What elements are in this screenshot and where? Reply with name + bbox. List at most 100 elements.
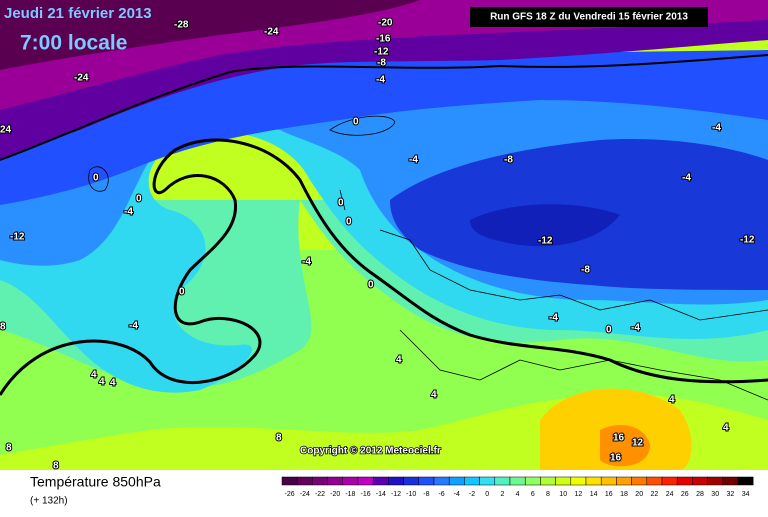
contour-label: 8 bbox=[276, 433, 282, 444]
legend-swatch bbox=[509, 476, 526, 486]
contour-label: 0 bbox=[606, 325, 612, 336]
legend-swatch bbox=[433, 476, 450, 486]
footer-subtitle: (+ 132h) bbox=[30, 496, 68, 507]
legend-label: 14 bbox=[590, 491, 598, 498]
legend-label: 32 bbox=[727, 491, 735, 498]
legend-label: 28 bbox=[696, 491, 704, 498]
run-box bbox=[470, 7, 708, 27]
legend-swatch bbox=[737, 476, 754, 486]
legend-swatch bbox=[448, 476, 465, 486]
legend-swatch bbox=[661, 476, 678, 486]
legend-label: 8 bbox=[546, 491, 550, 498]
contour-label: -4 bbox=[712, 123, 721, 134]
contour-label: 24 bbox=[0, 125, 12, 136]
contour-label: -4 bbox=[129, 321, 138, 332]
legend-label: -6 bbox=[438, 491, 444, 498]
contour-label: 4 bbox=[110, 378, 116, 389]
legend-label: -2 bbox=[469, 491, 475, 498]
contour-label: 4 bbox=[723, 423, 729, 434]
legend-swatch bbox=[646, 476, 663, 486]
contour-label: -4 bbox=[376, 75, 385, 86]
contour-label: 4 bbox=[669, 395, 675, 406]
contour-label: 0 bbox=[353, 117, 359, 128]
legend-swatch bbox=[494, 476, 511, 486]
contour-label: 0 bbox=[136, 194, 142, 205]
legend-swatch bbox=[372, 476, 389, 486]
contour-label: -12 bbox=[374, 47, 389, 58]
contour-label: -24 bbox=[74, 73, 89, 84]
legend-label: -8 bbox=[423, 491, 429, 498]
legend-swatch bbox=[555, 476, 572, 486]
contour-label: 8 bbox=[53, 461, 59, 472]
time: 7:00 locale bbox=[20, 32, 127, 55]
contour-label: -8 bbox=[581, 265, 590, 276]
legend-label: -12 bbox=[391, 491, 401, 498]
map bbox=[0, 0, 768, 470]
contour-label: -16 bbox=[376, 34, 391, 45]
legend-label: 34 bbox=[742, 491, 750, 498]
legend-swatch bbox=[403, 476, 420, 486]
legend-swatch bbox=[418, 476, 435, 486]
legend-label: 20 bbox=[635, 491, 643, 498]
contour-label: -20 bbox=[378, 18, 393, 29]
legend-label: 4 bbox=[516, 491, 520, 498]
legend-swatch bbox=[357, 476, 374, 486]
legend-label: -4 bbox=[454, 491, 460, 498]
legend-label: -18 bbox=[345, 491, 355, 498]
legend-swatch bbox=[707, 476, 724, 486]
legend-swatch bbox=[676, 476, 693, 486]
contour-label: 12 bbox=[632, 438, 644, 449]
legend-label: 24 bbox=[666, 491, 674, 498]
contour-label: -4 bbox=[549, 313, 558, 324]
contour-label: -12 bbox=[538, 236, 553, 247]
legend-label: 26 bbox=[681, 491, 689, 498]
legend-label: 6 bbox=[531, 491, 535, 498]
legend-label: 22 bbox=[651, 491, 659, 498]
contour-label: 4 bbox=[396, 355, 402, 366]
legend-label: -22 bbox=[315, 491, 325, 498]
contour-label: -4 bbox=[302, 257, 311, 268]
legend-label: -26 bbox=[285, 491, 295, 498]
contour-label: -4 bbox=[631, 323, 640, 334]
legend-label: 10 bbox=[559, 491, 567, 498]
legend-swatch bbox=[631, 476, 648, 486]
contour-label: -4 bbox=[682, 173, 691, 184]
legend-label: 12 bbox=[575, 491, 583, 498]
legend-label: 2 bbox=[500, 491, 504, 498]
legend-label: -16 bbox=[361, 491, 371, 498]
legend-swatch bbox=[479, 476, 496, 486]
legend-swatch bbox=[327, 476, 344, 486]
contour-label: -8 bbox=[504, 155, 513, 166]
legend-label: 0 bbox=[485, 491, 489, 498]
legend-label: 30 bbox=[711, 491, 719, 498]
contour-label: 8 bbox=[0, 322, 6, 333]
legend-swatch bbox=[722, 476, 739, 486]
legend-swatch bbox=[540, 476, 556, 486]
copyright: Copyright © 2012 Meteociel.fr bbox=[300, 446, 441, 457]
contour-label: 4 bbox=[91, 370, 97, 381]
contour-label: 4 bbox=[99, 377, 105, 388]
legend-swatch bbox=[281, 476, 298, 486]
legend-label: 16 bbox=[605, 491, 613, 498]
contour-label: 16 bbox=[613, 433, 625, 444]
legend-swatch bbox=[600, 476, 617, 486]
contour-label: 0 bbox=[346, 217, 352, 228]
contour-label: 0 bbox=[338, 198, 344, 209]
legend-swatch bbox=[616, 476, 632, 486]
contour-label: 8 bbox=[6, 443, 12, 454]
legend-label: -20 bbox=[330, 491, 340, 498]
legend-swatch bbox=[585, 476, 602, 486]
contour-label: 4 bbox=[431, 390, 437, 401]
footer-title: Température 850hPa bbox=[30, 474, 161, 490]
legend-swatch bbox=[524, 476, 541, 486]
contour-label: 0 bbox=[93, 173, 99, 184]
run-info: Run GFS 18 Z du Vendredi 15 février 2013 bbox=[490, 12, 688, 23]
legend-swatch bbox=[312, 476, 328, 486]
legend-swatch bbox=[342, 476, 359, 486]
contour-label: -12 bbox=[10, 232, 25, 243]
date: Jeudi 21 février 2013 bbox=[4, 5, 152, 22]
contour-label: -24 bbox=[264, 27, 279, 38]
contour-label: -4 bbox=[409, 155, 418, 166]
contour-label: -12 bbox=[740, 235, 755, 246]
